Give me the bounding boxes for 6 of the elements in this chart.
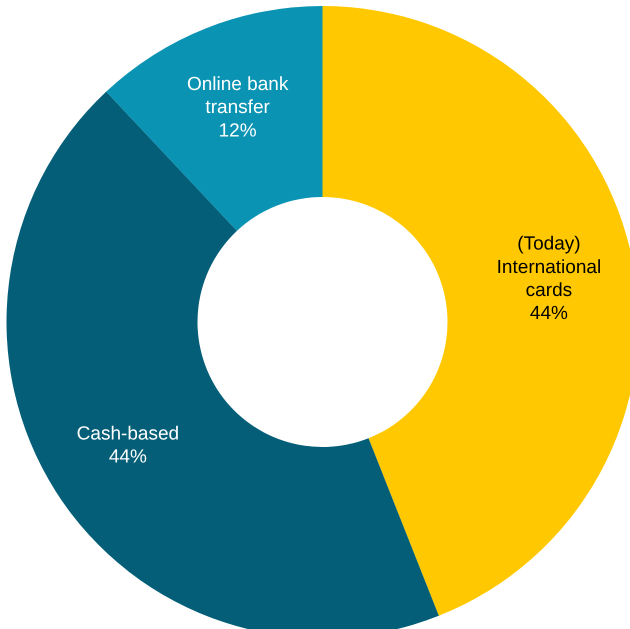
slice-label: (Today) International cards bbox=[496, 234, 602, 301]
slice-label: Online bank transfer bbox=[186, 74, 289, 118]
data-label: 44% bbox=[530, 302, 568, 324]
data-label: 12% bbox=[218, 120, 257, 142]
data-label: 44% bbox=[108, 446, 147, 468]
slice-label: Cash-based bbox=[76, 423, 180, 444]
